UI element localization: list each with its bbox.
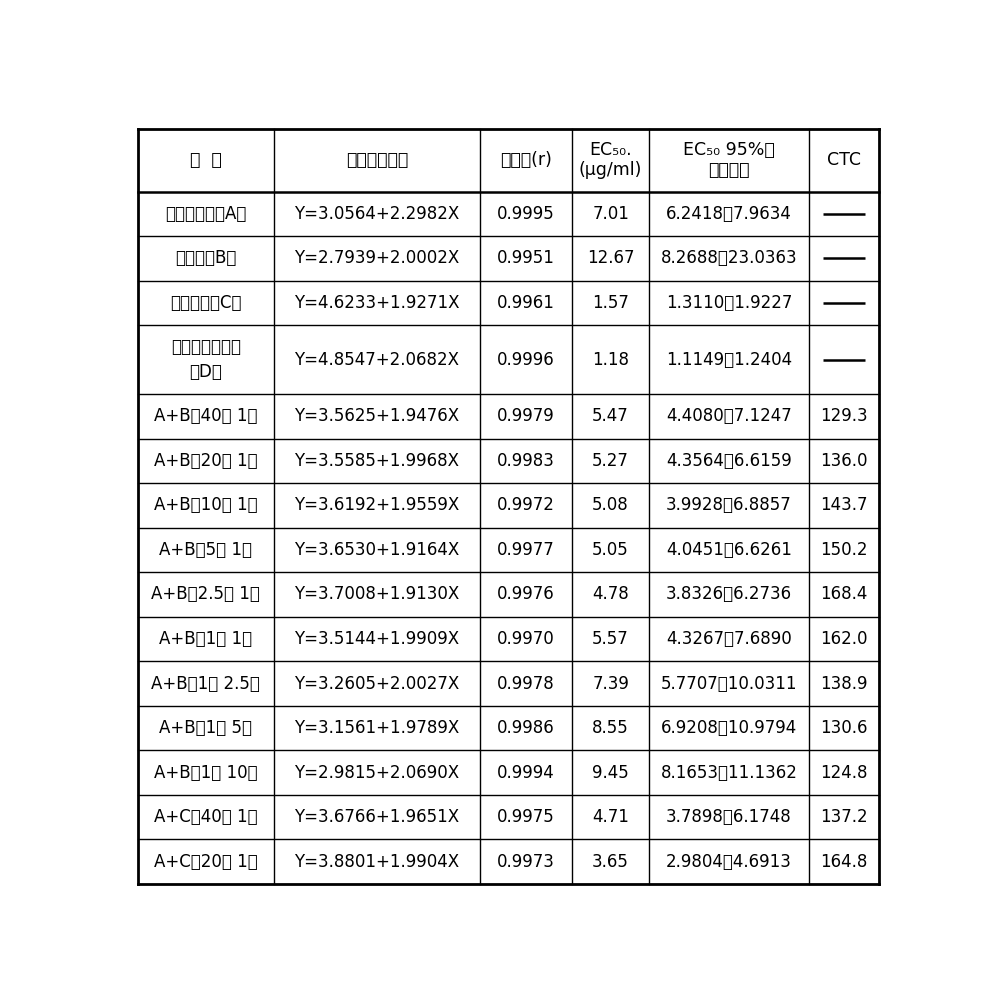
- Text: EC₅₀ 95%的: EC₅₀ 95%的: [683, 141, 775, 159]
- Text: 5.7707～10.0311: 5.7707～10.0311: [661, 675, 798, 693]
- Text: A+B（10： 1）: A+B（10： 1）: [154, 496, 258, 514]
- Text: 0.9975: 0.9975: [497, 808, 555, 826]
- Text: 5.27: 5.27: [592, 452, 629, 470]
- Text: Y=4.8547+2.0682X: Y=4.8547+2.0682X: [295, 351, 459, 369]
- Text: Y=3.5625+1.9476X: Y=3.5625+1.9476X: [295, 407, 459, 425]
- Text: Y=3.7008+1.9130X: Y=3.7008+1.9130X: [295, 585, 459, 603]
- Text: 0.9983: 0.9983: [497, 452, 555, 470]
- Text: 162.0: 162.0: [820, 630, 868, 648]
- Text: Y=3.6192+1.9559X: Y=3.6192+1.9559X: [295, 496, 459, 514]
- Text: Y=3.0564+2.2982X: Y=3.0564+2.2982X: [295, 205, 459, 223]
- Text: A+B（20： 1）: A+B（20： 1）: [154, 452, 258, 470]
- Text: A+B（2.5： 1）: A+B（2.5： 1）: [152, 585, 260, 603]
- Text: 0.9970: 0.9970: [497, 630, 555, 648]
- Text: 5.47: 5.47: [592, 407, 629, 425]
- Text: A+C（40： 1）: A+C（40： 1）: [154, 808, 258, 826]
- Text: 3.8326～6.2736: 3.8326～6.2736: [666, 585, 792, 603]
- Text: CTC: CTC: [827, 151, 861, 169]
- Text: A+B（1： 1）: A+B（1： 1）: [160, 630, 252, 648]
- Text: 0.9996: 0.9996: [497, 351, 555, 369]
- Text: Y=3.6766+1.9651X: Y=3.6766+1.9651X: [295, 808, 459, 826]
- Text: 129.3: 129.3: [820, 407, 868, 425]
- Text: 12.67: 12.67: [587, 249, 634, 267]
- Text: 相关性(r): 相关性(r): [500, 151, 552, 169]
- Text: 164.8: 164.8: [820, 853, 868, 871]
- Text: A+B（1： 10）: A+B（1： 10）: [154, 764, 258, 782]
- Text: 143.7: 143.7: [820, 496, 868, 514]
- Text: （D）: （D）: [189, 363, 222, 381]
- Text: 9.45: 9.45: [592, 764, 629, 782]
- Text: Y=3.5585+1.9968X: Y=3.5585+1.9968X: [295, 452, 459, 470]
- Text: 7.01: 7.01: [592, 205, 629, 223]
- Text: 1.18: 1.18: [592, 351, 629, 369]
- Text: 置信区间: 置信区间: [708, 161, 750, 179]
- Text: Y=4.6233+1.9271X: Y=4.6233+1.9271X: [294, 294, 459, 312]
- Text: 8.1653～11.1362: 8.1653～11.1362: [661, 764, 798, 782]
- Text: 3.7898～6.1748: 3.7898～6.1748: [666, 808, 792, 826]
- Text: 137.2: 137.2: [820, 808, 868, 826]
- Text: Y=3.2605+2.0027X: Y=3.2605+2.0027X: [295, 675, 459, 693]
- Text: 联苯菊酯（C）: 联苯菊酯（C）: [170, 294, 242, 312]
- Text: 0.9979: 0.9979: [497, 407, 555, 425]
- Text: 0.9977: 0.9977: [497, 541, 555, 559]
- Text: 0.9972: 0.9972: [497, 496, 555, 514]
- Text: 136.0: 136.0: [820, 452, 868, 470]
- Text: 0.9961: 0.9961: [497, 294, 555, 312]
- Text: Y=2.9815+2.0690X: Y=2.9815+2.0690X: [295, 764, 459, 782]
- Text: 0.9995: 0.9995: [497, 205, 555, 223]
- Text: 1.57: 1.57: [592, 294, 629, 312]
- Text: 6.2418～7.9634: 6.2418～7.9634: [666, 205, 792, 223]
- Text: 5.05: 5.05: [592, 541, 629, 559]
- Text: 8.2688～23.0363: 8.2688～23.0363: [661, 249, 798, 267]
- Text: 醚菊酯（B）: 醚菊酯（B）: [176, 249, 236, 267]
- Text: Y=3.5144+1.9909X: Y=3.5144+1.9909X: [295, 630, 459, 648]
- Text: Y=2.7939+2.0002X: Y=2.7939+2.0002X: [295, 249, 459, 267]
- Text: 6.9208～10.9794: 6.9208～10.9794: [661, 719, 798, 737]
- Text: 药  剂: 药 剂: [189, 151, 221, 169]
- Text: 124.8: 124.8: [820, 764, 868, 782]
- Text: 7.39: 7.39: [592, 675, 629, 693]
- Text: Y=3.1561+1.9789X: Y=3.1561+1.9789X: [295, 719, 459, 737]
- Text: 3.65: 3.65: [592, 853, 629, 871]
- Text: 138.9: 138.9: [820, 675, 868, 693]
- Text: 168.4: 168.4: [820, 585, 868, 603]
- Text: 0.9976: 0.9976: [497, 585, 555, 603]
- Text: 4.3267～7.6890: 4.3267～7.6890: [666, 630, 792, 648]
- Text: 4.0451～6.6261: 4.0451～6.6261: [666, 541, 792, 559]
- Text: 0.9994: 0.9994: [497, 764, 555, 782]
- Text: A+C（20： 1）: A+C（20： 1）: [154, 853, 258, 871]
- Text: A+B（1： 5）: A+B（1： 5）: [160, 719, 252, 737]
- Text: 8.55: 8.55: [592, 719, 629, 737]
- Text: 5.08: 5.08: [592, 496, 629, 514]
- Text: A+B（1： 2.5）: A+B（1： 2.5）: [152, 675, 260, 693]
- Text: 4.4080～7.1247: 4.4080～7.1247: [666, 407, 792, 425]
- Text: 0.9973: 0.9973: [497, 853, 555, 871]
- Text: 0.9986: 0.9986: [497, 719, 555, 737]
- Text: 130.6: 130.6: [820, 719, 868, 737]
- Text: Y=3.8801+1.9904X: Y=3.8801+1.9904X: [295, 853, 459, 871]
- Text: A+B（5： 1）: A+B（5： 1）: [160, 541, 252, 559]
- Text: 1.1149～1.2404: 1.1149～1.2404: [666, 351, 792, 369]
- Text: 150.2: 150.2: [820, 541, 868, 559]
- Text: 4.71: 4.71: [592, 808, 629, 826]
- Text: 0.9978: 0.9978: [497, 675, 555, 693]
- Text: 4.3564～6.6159: 4.3564～6.6159: [666, 452, 792, 470]
- Text: 0.9951: 0.9951: [497, 249, 555, 267]
- Text: 5.57: 5.57: [592, 630, 629, 648]
- Text: 毒力回归方程: 毒力回归方程: [346, 151, 408, 169]
- Text: (μg/ml): (μg/ml): [579, 161, 642, 179]
- Text: 甲氧虫酰肠（A）: 甲氧虫酰肠（A）: [165, 205, 246, 223]
- Text: 2.9804～4.6913: 2.9804～4.6913: [666, 853, 792, 871]
- Text: A+B（40： 1）: A+B（40： 1）: [154, 407, 258, 425]
- Text: 3.9928～6.8857: 3.9928～6.8857: [666, 496, 792, 514]
- Text: 4.78: 4.78: [592, 585, 629, 603]
- Text: Y=3.6530+1.9164X: Y=3.6530+1.9164X: [295, 541, 459, 559]
- Text: 1.3110～1.9227: 1.3110～1.9227: [666, 294, 793, 312]
- Text: EC₅₀.: EC₅₀.: [589, 141, 632, 159]
- Text: 高效氯氟氰菊酯: 高效氯氟氰菊酯: [171, 338, 241, 356]
